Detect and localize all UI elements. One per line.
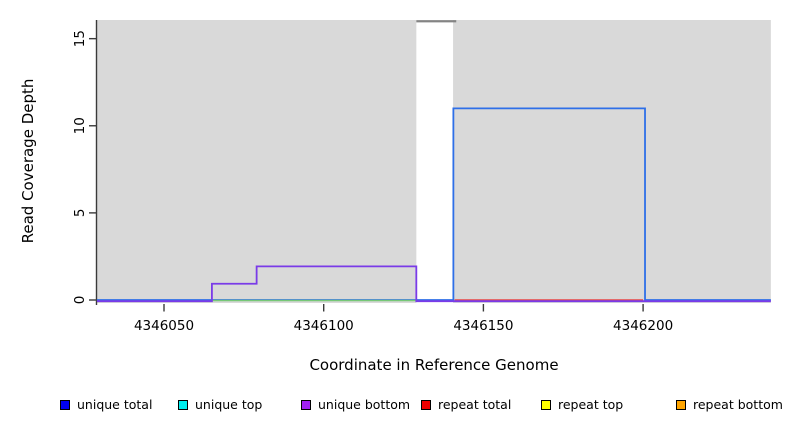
x-tick-label: 4346100 <box>294 318 354 334</box>
series-unique-bottom <box>96 265 771 303</box>
legend-label-unique-bottom: unique bottom <box>318 397 411 412</box>
y-tick-label: 0 <box>72 296 88 305</box>
legend-swatch-unique-top <box>178 400 188 410</box>
legend-swatch-repeat-top <box>541 400 551 410</box>
x-tick-label: 4346050 <box>134 318 194 334</box>
legend-swatch-unique-total <box>60 400 70 410</box>
x-tick-label: 4346200 <box>613 318 673 334</box>
shaded-region-2 <box>453 20 771 303</box>
y-axis-title: Read Coverage Depth <box>19 78 37 244</box>
coverage-plot-canvas: 0 5 10 15 4346050 4346100 4346150 4346200 <box>72 20 771 334</box>
legend-label-repeat-total: repeat total <box>438 397 512 412</box>
legend: unique total unique top unique bottom repea… <box>0 396 792 422</box>
shaded-region-1 <box>96 20 417 303</box>
legend-label-repeat-bottom: repeat bottom <box>693 397 783 412</box>
x-tick-label: 4346150 <box>453 318 513 334</box>
legend-swatch-repeat-bottom <box>676 400 686 410</box>
legend-label-repeat-top: repeat top <box>558 397 624 412</box>
y-tick-label: 15 <box>72 30 88 47</box>
legend-swatch-unique-bottom <box>301 400 311 410</box>
legend-swatch-repeat-total <box>421 400 431 410</box>
y-tick-label: 10 <box>72 117 88 134</box>
y-tick-label: 5 <box>72 209 88 218</box>
x-axis-title: Coordinate in Reference Genome <box>309 356 559 374</box>
legend-label-unique-top: unique top <box>195 397 263 412</box>
legend-label-unique-total: unique total <box>77 397 153 412</box>
